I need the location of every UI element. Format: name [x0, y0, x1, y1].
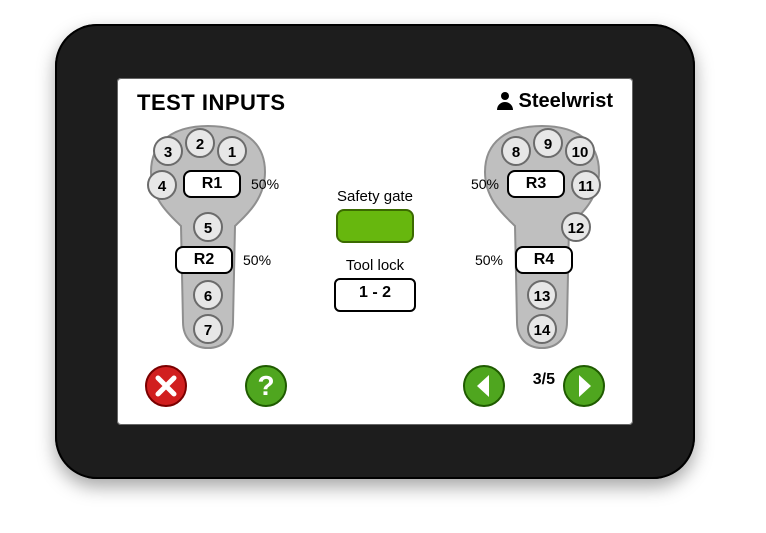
screen: TEST INPUTS Steelwrist 1 2 3 4 — [117, 78, 633, 425]
joy-right-btn-12[interactable]: 12 — [561, 212, 591, 242]
tool-lock-value[interactable]: 1 - 2 — [334, 278, 416, 312]
joy-left-btn-1[interactable]: 1 — [217, 136, 247, 166]
page-title: TEST INPUTS — [137, 90, 286, 116]
safety-gate-label: Safety gate — [305, 188, 445, 205]
joy-right-btn-13[interactable]: 13 — [527, 280, 557, 310]
joy-left-rocker-r2[interactable]: R2 — [175, 246, 233, 274]
joy-left-rocker-r1[interactable]: R1 — [183, 170, 241, 198]
prev-button[interactable] — [463, 365, 505, 407]
joy-left-btn-2[interactable]: 2 — [185, 128, 215, 158]
cancel-button[interactable] — [145, 365, 187, 407]
joy-left-btn-6[interactable]: 6 — [193, 280, 223, 310]
joy-right-btn-10[interactable]: 10 — [565, 136, 595, 166]
joy-left-r1-percent: 50% — [251, 176, 279, 192]
joy-right-btn-8[interactable]: 8 — [501, 136, 531, 166]
joy-right-r4-percent: 50% — [475, 252, 503, 268]
safety-gate-indicator — [336, 209, 414, 243]
page-indicator: 3/5 — [533, 371, 555, 389]
joy-right-rocker-r4[interactable]: R4 — [515, 246, 573, 274]
joy-right-btn-9[interactable]: 9 — [533, 128, 563, 158]
chevron-left-icon — [463, 365, 505, 407]
help-button[interactable]: ? — [245, 365, 287, 407]
joy-left-r2-percent: 50% — [243, 252, 271, 268]
cancel-icon — [145, 365, 187, 407]
brand-label: Steelwrist — [519, 90, 613, 112]
svg-text:?: ? — [257, 370, 274, 401]
joy-right-rocker-r3[interactable]: R3 — [507, 170, 565, 198]
help-icon: ? — [245, 365, 287, 407]
tool-lock-label: Tool lock — [305, 257, 445, 274]
joy-right-btn-14[interactable]: 14 — [527, 314, 557, 344]
next-button[interactable] — [563, 365, 605, 407]
joy-left-btn-3[interactable]: 3 — [153, 136, 183, 166]
joy-right-r3-percent: 50% — [471, 176, 499, 192]
chevron-right-icon — [563, 365, 605, 407]
joy-left-btn-4[interactable]: 4 — [147, 170, 177, 200]
joy-right-btn-11[interactable]: 11 — [571, 170, 601, 200]
user-icon — [495, 90, 515, 110]
footer-bar: ? 3/5 — [117, 365, 633, 413]
center-column: Safety gate Tool lock 1 - 2 — [305, 188, 445, 312]
brand-logo: Steelwrist — [495, 90, 613, 113]
joystick-right: 8 9 10 R3 11 12 R4 13 14 50% 50% — [467, 122, 617, 352]
joy-left-btn-7[interactable]: 7 — [193, 314, 223, 344]
joystick-left: 1 2 3 4 R1 5 R2 6 7 50% 50% — [133, 122, 283, 352]
device-bezel: TEST INPUTS Steelwrist 1 2 3 4 — [55, 24, 695, 479]
joy-left-btn-5[interactable]: 5 — [193, 212, 223, 242]
